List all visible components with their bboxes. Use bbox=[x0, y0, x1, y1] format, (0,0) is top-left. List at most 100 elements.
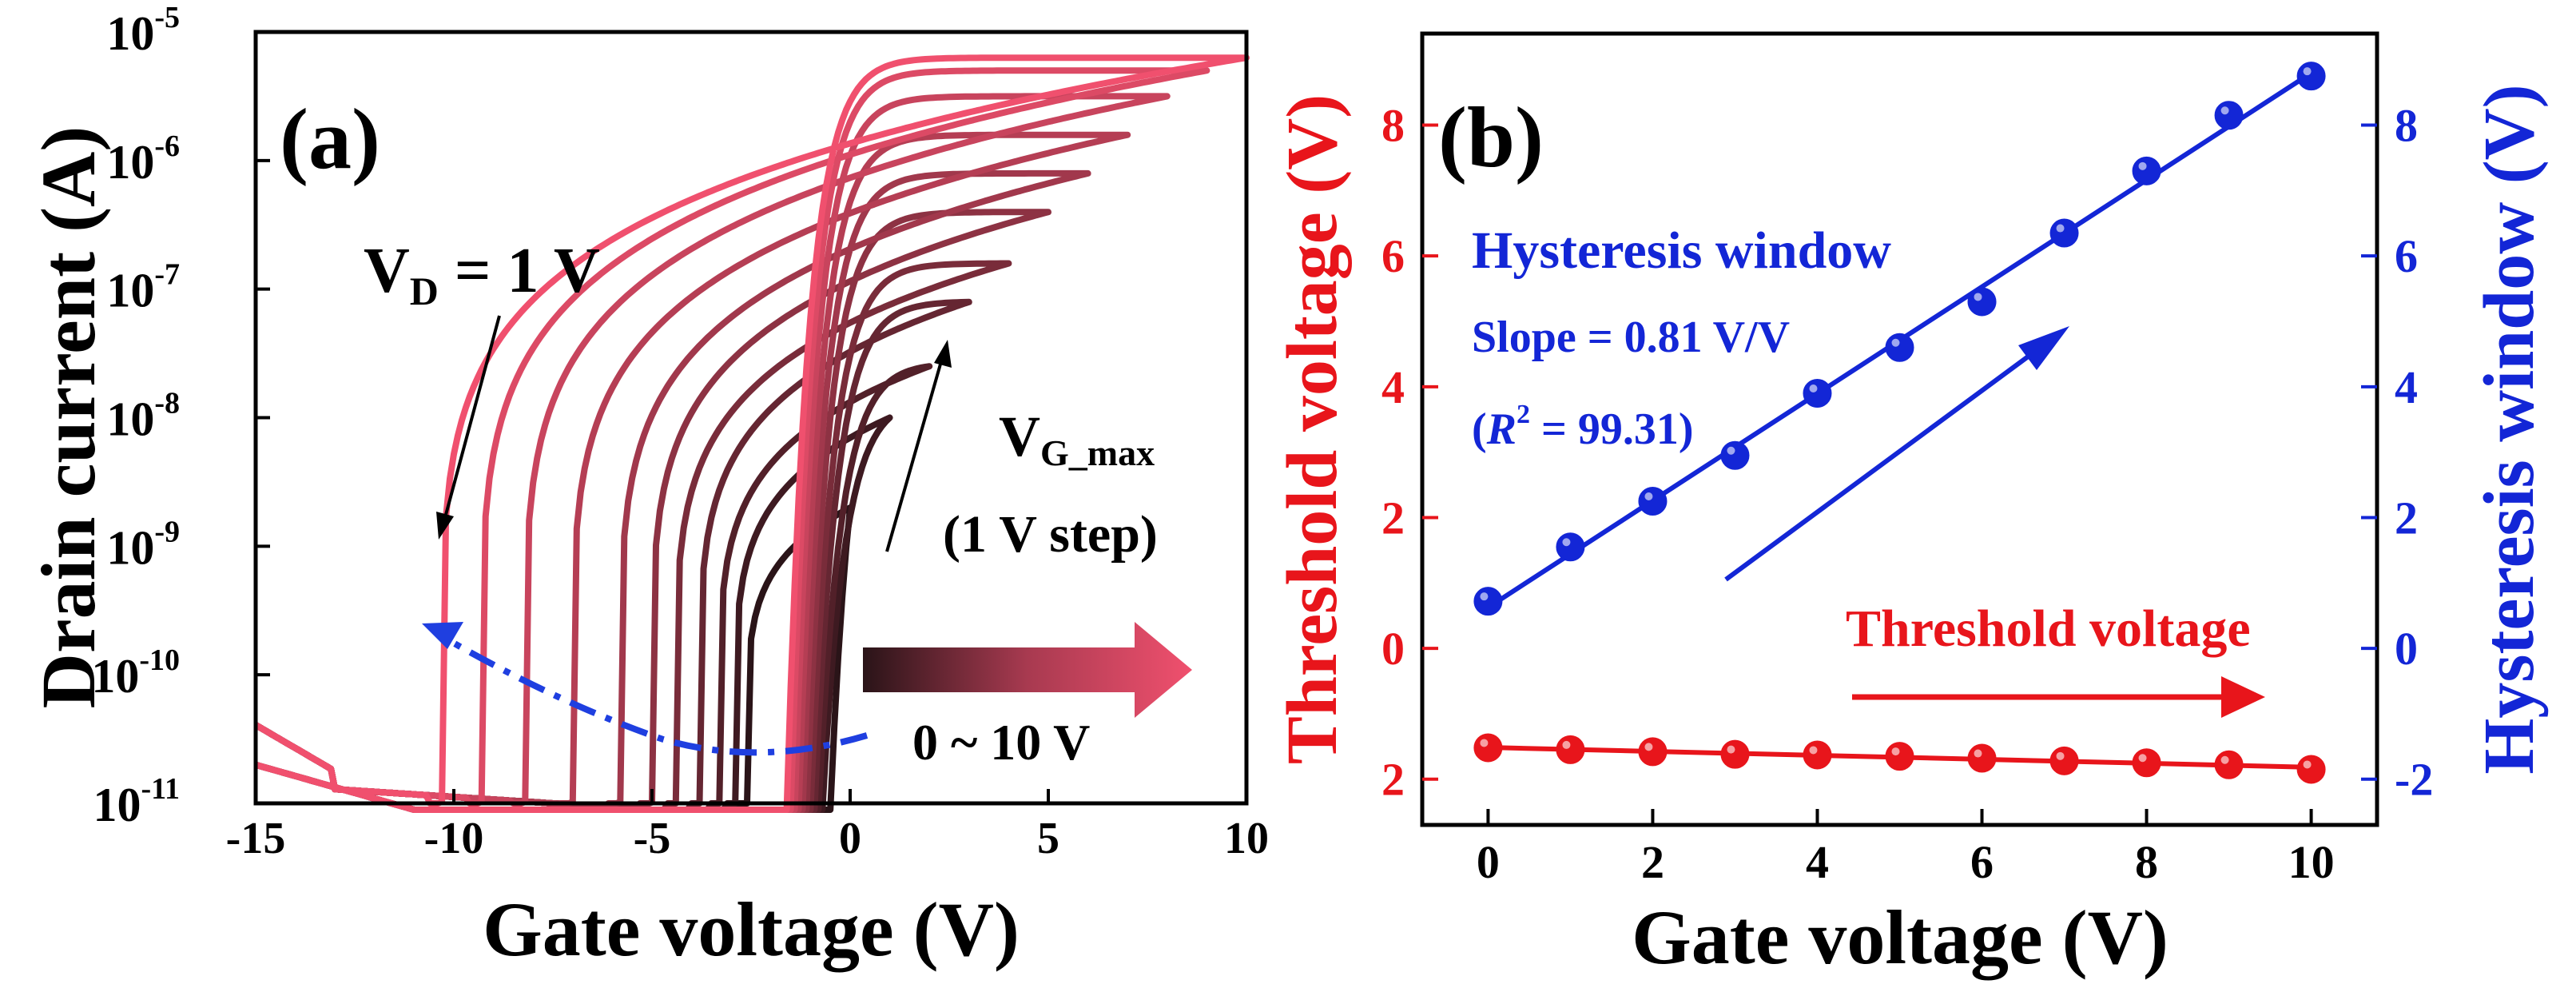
left-tick-label: 4 bbox=[1381, 361, 1405, 413]
data-point bbox=[1473, 587, 1503, 616]
right-tick-label: 2 bbox=[2395, 492, 2418, 544]
vd-sub: D bbox=[410, 269, 439, 313]
gradient-label: 0 ~ 10 V bbox=[912, 714, 1090, 771]
panel-b-label: (b) bbox=[1438, 90, 1544, 185]
panel-a-curves bbox=[253, 54, 1250, 813]
data-point bbox=[1967, 287, 1997, 317]
y-tick-label: 10-9 bbox=[106, 515, 180, 574]
x-tick-label: 2 bbox=[1641, 836, 1664, 888]
data-point-highlight bbox=[1809, 746, 1818, 755]
data-point-highlight bbox=[1480, 592, 1489, 601]
y-tick-label: 10-8 bbox=[106, 387, 180, 446]
left-tick-label: 2 bbox=[1381, 754, 1405, 806]
vgmax-sub: G_max bbox=[1040, 432, 1155, 473]
r2-value: = 99.31) bbox=[1530, 404, 1694, 454]
data-point bbox=[2296, 62, 2326, 91]
data-point-highlight bbox=[2138, 161, 2147, 170]
x-tick-label: 0 bbox=[1477, 836, 1500, 888]
data-point bbox=[1473, 733, 1503, 763]
data-point bbox=[2214, 101, 2244, 130]
data-point-highlight bbox=[1480, 739, 1489, 747]
data-point bbox=[1803, 379, 1832, 408]
hysteresis-trend-arrow bbox=[1724, 341, 2047, 582]
r2-open: ( bbox=[1472, 404, 1487, 454]
panel-a-label: (a) bbox=[280, 92, 380, 187]
data-point-highlight bbox=[1562, 538, 1571, 547]
panel-b-ylabel-left: Threshold voltage (V) bbox=[1273, 94, 1352, 764]
vd-annotation: VD = 1 V bbox=[364, 236, 600, 313]
slope-annotation: Slope = 0.81 V/V bbox=[1472, 313, 1790, 362]
hysteresis-trend-dashed-arrow bbox=[446, 636, 869, 756]
x-tick-label: 5 bbox=[1037, 814, 1059, 863]
data-point-highlight bbox=[2220, 106, 2229, 115]
right-tick-label: 6 bbox=[2395, 230, 2418, 282]
x-tick-label: 4 bbox=[1806, 836, 1829, 888]
data-point bbox=[1556, 532, 1585, 562]
data-point bbox=[1885, 333, 1914, 362]
left-tick-label: 6 bbox=[1381, 230, 1405, 282]
data-point bbox=[2296, 755, 2326, 784]
vgmax-annotation: VG_max bbox=[999, 404, 1155, 473]
hysteresis-title: Hysteresis window bbox=[1472, 221, 1891, 280]
right-tick-label: 8 bbox=[2395, 100, 2418, 152]
panel-a-ylabel: Drain current (A) bbox=[26, 126, 111, 709]
panel-a-x-ticks: -15 -10 -5 0 5 10 bbox=[226, 789, 1269, 863]
panel-b-left-ticks: 2 0 2 4 6 8 bbox=[1381, 100, 1438, 806]
y-tick-label: 10-5 bbox=[106, 1, 180, 60]
right-tick-label: -2 bbox=[2395, 754, 2433, 806]
y-tick-label: 10-6 bbox=[106, 129, 180, 189]
data-point bbox=[2132, 156, 2161, 185]
vgmax-main: V bbox=[999, 404, 1040, 468]
y-tick-label: 10-10 bbox=[91, 643, 180, 703]
data-point-highlight bbox=[1974, 749, 1982, 758]
gradient-arrow bbox=[863, 622, 1192, 718]
data-point bbox=[1967, 743, 1997, 773]
data-point bbox=[1803, 740, 1832, 770]
data-point-highlight bbox=[1562, 740, 1571, 749]
vd-rest: = 1 V bbox=[439, 236, 600, 306]
data-point bbox=[1720, 739, 1750, 769]
reverse-sweep-arrow bbox=[442, 315, 501, 524]
left-tick-label: 0 bbox=[1381, 623, 1405, 675]
x-tick-label: -5 bbox=[634, 814, 671, 863]
x-tick-label: -10 bbox=[424, 814, 484, 863]
data-point-highlight bbox=[1891, 747, 1900, 756]
x-tick-label: 10 bbox=[1224, 814, 1269, 863]
data-point-highlight bbox=[1727, 745, 1735, 754]
panel-b-xlabel: Gate voltage (V) bbox=[1632, 894, 2169, 980]
panel-b-x-ticks: 0 2 4 6 8 10 bbox=[1477, 809, 2335, 888]
left-tick-label: 8 bbox=[1381, 100, 1405, 152]
panel-b-ylabel-right: Hysteresis window (V) bbox=[2470, 84, 2549, 774]
x-tick-label: 10 bbox=[2288, 836, 2335, 888]
panel-b-points bbox=[1473, 62, 2326, 784]
vgmax-step: (1 V step) bbox=[943, 505, 1158, 564]
data-point bbox=[1556, 735, 1585, 764]
data-point-highlight bbox=[2138, 754, 2147, 763]
data-point-highlight bbox=[2220, 755, 2229, 764]
threshold-trend-arrowhead bbox=[2221, 676, 2265, 718]
data-point-highlight bbox=[1644, 492, 1653, 500]
forward-sweep-arrow bbox=[885, 355, 944, 552]
data-point-highlight bbox=[2303, 760, 2312, 769]
data-point-highlight bbox=[2303, 67, 2312, 76]
r2-sup: 2 bbox=[1517, 400, 1530, 429]
data-point-highlight bbox=[1809, 384, 1818, 392]
left-tick-label: 2 bbox=[1381, 492, 1405, 544]
data-point bbox=[1885, 742, 1914, 771]
y-tick-label: 10-7 bbox=[106, 258, 180, 317]
reverse-sweep-arrowhead bbox=[436, 512, 454, 540]
data-point-highlight bbox=[1974, 293, 1982, 301]
data-point-highlight bbox=[1644, 743, 1653, 751]
data-point bbox=[2049, 746, 2079, 775]
hysteresis-trend-arrowhead-b bbox=[2018, 326, 2069, 370]
vd-main: V bbox=[364, 236, 410, 306]
threshold-title: Threshold voltage bbox=[1846, 600, 2251, 658]
data-point-highlight bbox=[1891, 338, 1900, 347]
data-point bbox=[1720, 440, 1750, 470]
x-tick-label: -15 bbox=[226, 814, 286, 863]
panel-b-right-ticks: -2 0 2 4 6 8 bbox=[2361, 100, 2433, 806]
r2-symbol: R bbox=[1486, 404, 1517, 454]
data-point bbox=[2214, 750, 2244, 779]
data-point bbox=[1638, 737, 1668, 767]
